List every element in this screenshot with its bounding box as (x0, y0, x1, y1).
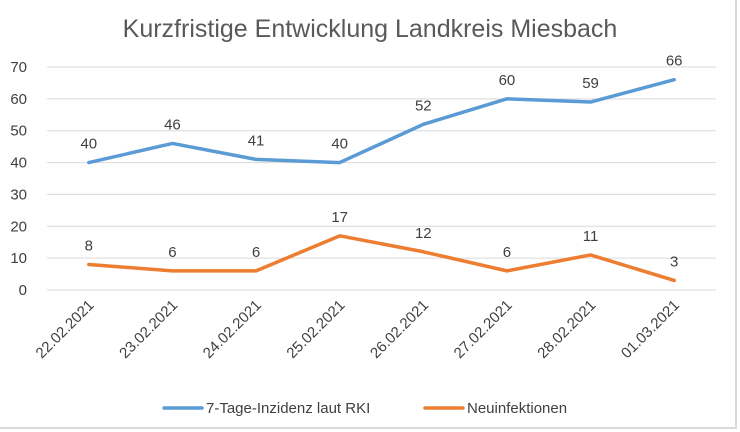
y-axis-ticks: 0 10 20 30 40 50 60 70 (10, 59, 27, 299)
data-label: 52 (415, 97, 432, 114)
x-tick-label: 27.02.2021 (451, 297, 516, 362)
y-tick-label: 30 (10, 186, 27, 203)
x-tick-label: 25.02.2021 (283, 297, 348, 362)
x-tick-label: 24.02.2021 (200, 297, 265, 362)
chart-title: Kurzfristige Entwicklung Landkreis Miesb… (123, 15, 618, 43)
x-tick-label: 01.03.2021 (618, 297, 683, 362)
grid-lines (47, 66, 716, 291)
series-lines (87, 77, 676, 283)
x-axis-ticks: 22.02.2021 23.02.2021 24.02.2021 25.02.2021… (33, 297, 683, 362)
data-label: 66 (666, 53, 683, 70)
data-label: 6 (168, 244, 176, 261)
x-tick-label: 28.02.2021 (534, 297, 599, 362)
legend: 7-Tage-Inzidenz laut RKI Neuinfektionen (162, 400, 567, 417)
legend-label: Neuinfektionen (467, 400, 567, 417)
series-line (87, 77, 676, 165)
data-label: 6 (503, 244, 511, 261)
data-label: 40 (80, 136, 97, 153)
y-tick-label: 60 (10, 91, 27, 108)
y-tick-label: 0 (19, 282, 27, 299)
x-tick-label: 22.02.2021 (33, 297, 98, 362)
data-label: 60 (499, 72, 516, 89)
legend-label: 7-Tage-Inzidenz laut RKI (206, 400, 370, 417)
data-label: 6 (252, 244, 260, 261)
data-label: 12 (415, 225, 432, 242)
y-tick-label: 40 (10, 155, 27, 172)
y-tick-label: 20 (10, 218, 27, 235)
y-tick-label: 10 (10, 250, 27, 267)
data-label: 59 (582, 75, 599, 92)
data-label: 40 (331, 136, 348, 153)
data-label: 41 (248, 132, 265, 149)
data-label: 11 (583, 228, 599, 245)
data-label: 17 (331, 209, 348, 226)
y-tick-label: 50 (10, 123, 27, 140)
series-line (87, 234, 676, 283)
x-tick-label: 26.02.2021 (367, 297, 432, 362)
data-label: 3 (670, 253, 678, 270)
x-tick-label: 23.02.2021 (116, 297, 181, 362)
data-label: 8 (85, 238, 93, 255)
y-tick-label: 70 (10, 59, 27, 76)
data-label: 46 (164, 116, 181, 133)
